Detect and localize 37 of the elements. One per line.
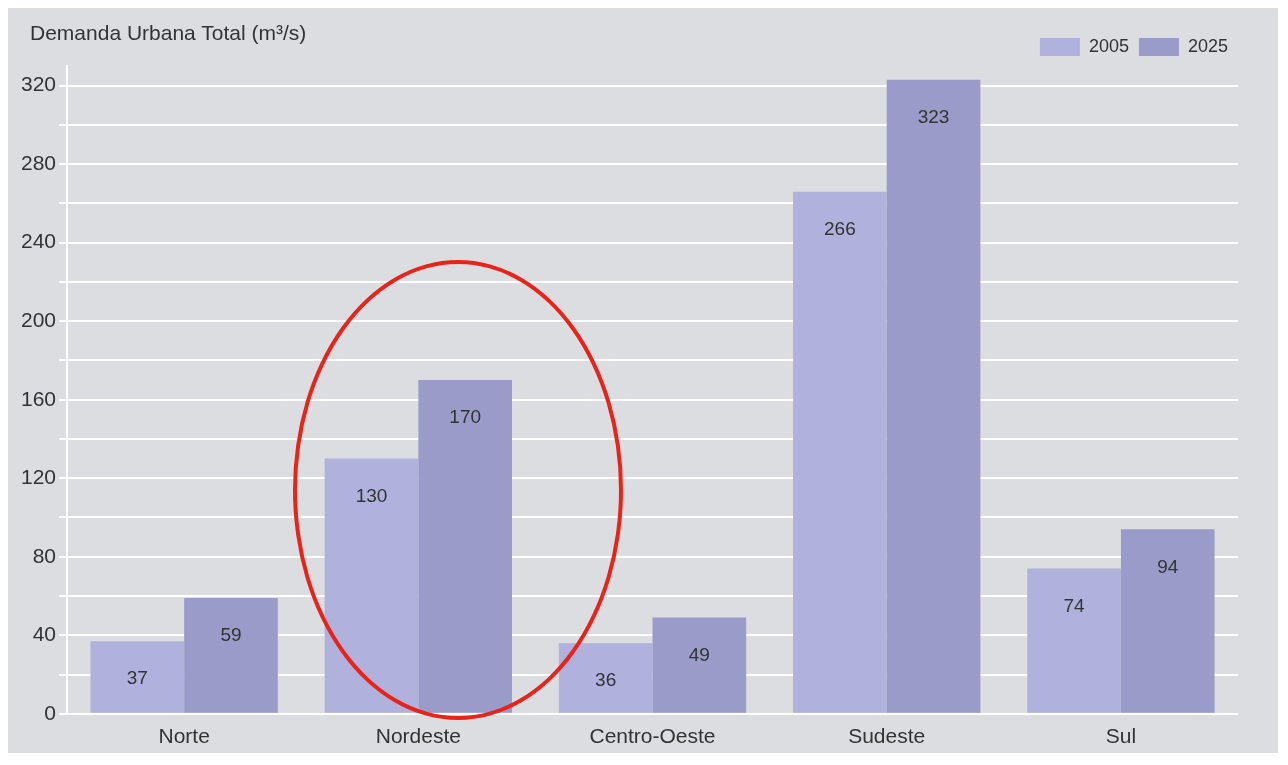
y-tick-label: 320 [20,72,57,96]
bar [90,641,185,713]
data-label: 94 [1157,555,1179,577]
y-tick-label: 120 [20,465,57,489]
bar [418,380,512,713]
data-label: 59 [220,624,242,646]
y-axis-title: Demanda Urbana Total (m³/s) [30,21,307,45]
data-label: 130 [355,484,388,506]
data-label: 36 [595,669,617,691]
y-tick-label: 240 [20,229,57,253]
x-tick-label: Nordeste [375,724,461,748]
y-tick-label: 0 [44,700,57,724]
bar [1120,529,1215,713]
x-tick-label: Centro-Oeste [589,724,716,748]
data-label: 49 [688,643,710,665]
x-tick-label: Sudeste [848,724,926,748]
x-tick-label: Sul [1105,724,1137,748]
legend-label: 2005 [1088,35,1129,56]
legend-label: 2025 [1187,35,1228,56]
data-label: 323 [917,105,950,127]
y-tick-label: 200 [20,307,57,331]
bar [793,191,887,713]
bar [324,458,419,713]
y-tick-label: 280 [20,150,57,174]
data-label: 170 [449,406,482,428]
bar [184,597,278,713]
data-label: 266 [824,217,856,239]
bar [558,643,653,713]
y-tick-label: 160 [20,386,57,410]
bar [652,617,747,713]
bar [886,79,981,713]
bar [1027,568,1121,713]
y-tick-label: 40 [32,622,57,646]
x-tick-label: Norte [158,724,210,748]
data-label: 74 [1063,594,1086,616]
y-tick-label: 80 [32,543,57,567]
data-label: 37 [126,667,148,689]
